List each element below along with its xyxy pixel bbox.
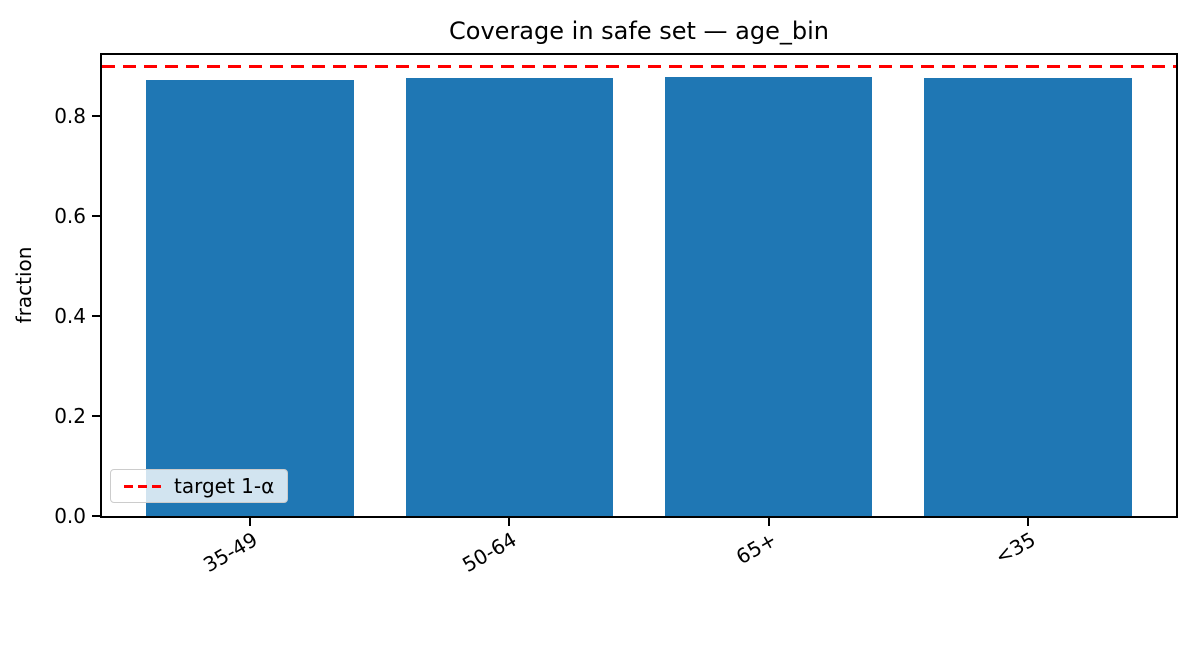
bar-<35: [924, 77, 1132, 516]
ytick-label-0.2: 0.2: [54, 404, 86, 428]
xtick-mark-65+: [767, 518, 770, 526]
ytick-label-0.4: 0.4: [54, 304, 86, 328]
target-line: [102, 64, 1176, 68]
legend-label: target 1-α: [174, 474, 275, 498]
xtick-mark-50-64: [508, 518, 511, 526]
bar-35-49: [146, 79, 354, 516]
legend-dashed-line-sample: [124, 484, 162, 488]
bar-65+: [664, 77, 873, 516]
ytick-label-0.0: 0.0: [54, 504, 86, 528]
xtick-label-65+: 65+: [731, 527, 781, 570]
ytick-mark-0.0: [92, 515, 100, 517]
xtick-label-50-64: 50-64: [458, 527, 521, 577]
bar-50-64: [405, 77, 614, 516]
xtick-mark-35-49: [248, 518, 251, 526]
ytick-label-0.8: 0.8: [54, 104, 86, 128]
plot-area: [100, 53, 1178, 518]
xtick-label-<35: <35: [991, 527, 1040, 570]
xtick-label-35-49: 35-49: [199, 527, 262, 577]
chart-title: Coverage in safe set — age_bin: [449, 17, 829, 45]
ytick-mark-0.2: [92, 415, 100, 417]
ytick-label-0.6: 0.6: [54, 204, 86, 228]
ytick-mark-0.8: [92, 115, 100, 117]
ytick-mark-0.6: [92, 215, 100, 217]
legend: target 1-α: [110, 469, 289, 503]
xtick-mark-<35: [1027, 518, 1030, 526]
ytick-mark-0.4: [92, 315, 100, 317]
figure: Coverage in safe set — age_bin fraction …: [12, 17, 1178, 577]
